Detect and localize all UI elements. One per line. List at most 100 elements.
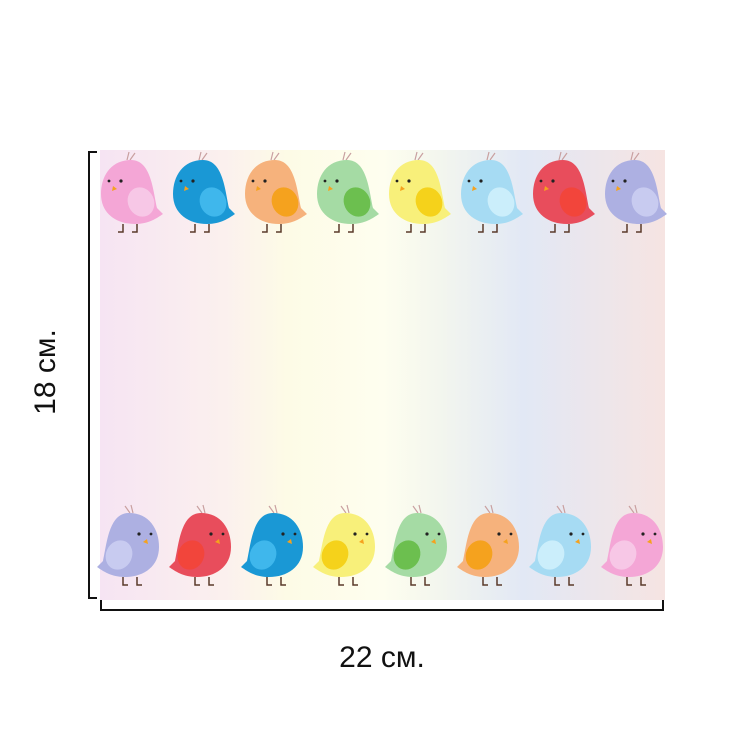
eye	[551, 179, 555, 183]
eye	[281, 532, 285, 536]
legs	[118, 224, 138, 233]
beak	[143, 539, 148, 544]
tuft	[484, 504, 494, 514]
tuft	[628, 504, 638, 514]
beak	[328, 186, 333, 191]
beak	[472, 186, 477, 191]
tuft	[556, 504, 566, 514]
eye	[209, 532, 213, 536]
tuft	[268, 504, 278, 514]
tuft	[414, 151, 424, 161]
legs	[122, 577, 142, 586]
beak	[287, 539, 292, 544]
legs	[406, 224, 426, 233]
eye	[137, 532, 141, 536]
tuft	[340, 504, 350, 514]
eye	[641, 532, 645, 536]
beak	[544, 186, 549, 191]
legs	[554, 577, 574, 586]
bird	[173, 151, 235, 233]
tuft	[270, 151, 280, 161]
wing	[609, 540, 637, 570]
beak	[400, 186, 405, 191]
wing	[105, 540, 133, 570]
bird	[97, 504, 159, 586]
eye	[623, 179, 627, 183]
tuft	[558, 151, 568, 161]
eye	[407, 179, 411, 183]
beak	[256, 186, 261, 191]
bird	[533, 151, 595, 233]
bird	[457, 504, 519, 586]
bird	[313, 504, 375, 586]
legs	[334, 224, 354, 233]
eye	[497, 532, 501, 536]
eye	[335, 179, 339, 183]
eye	[479, 179, 483, 183]
legs	[626, 577, 646, 586]
eye	[395, 179, 399, 183]
wing	[487, 187, 515, 217]
eye	[467, 179, 471, 183]
bird	[461, 151, 523, 233]
width-label: 22 см.	[339, 641, 425, 674]
eye	[365, 532, 369, 536]
wing	[415, 187, 443, 217]
wing	[393, 540, 421, 570]
bird	[317, 151, 379, 233]
height-bracket	[88, 151, 97, 599]
eye	[107, 179, 111, 183]
tuft	[198, 151, 208, 161]
bird	[385, 504, 447, 586]
beak	[647, 539, 652, 544]
tuft	[630, 151, 640, 161]
tuft	[342, 151, 352, 161]
beak	[184, 186, 189, 191]
width-bracket	[100, 600, 664, 611]
wing	[321, 540, 349, 570]
beak	[503, 539, 508, 544]
eye	[149, 532, 153, 536]
tuft	[486, 151, 496, 161]
eye	[539, 179, 543, 183]
bird	[389, 151, 451, 233]
eye	[263, 179, 267, 183]
bird-border	[97, 151, 667, 586]
legs	[190, 224, 210, 233]
eye	[221, 532, 225, 536]
eye	[191, 179, 195, 183]
wing	[631, 187, 659, 217]
eye	[119, 179, 123, 183]
bird	[101, 151, 163, 233]
tuft	[412, 504, 422, 514]
legs	[550, 224, 570, 233]
beak	[359, 539, 364, 544]
eye	[323, 179, 327, 183]
tuft	[124, 504, 134, 514]
eye	[581, 532, 585, 536]
eye	[653, 532, 657, 536]
legs	[410, 577, 430, 586]
eye	[251, 179, 255, 183]
wing	[127, 187, 155, 217]
wing	[537, 540, 565, 570]
bird	[241, 504, 303, 586]
wing	[199, 187, 227, 217]
beak	[616, 186, 621, 191]
eye	[353, 532, 357, 536]
wing	[249, 540, 277, 570]
beak	[575, 539, 580, 544]
legs	[622, 224, 642, 233]
beak	[112, 186, 117, 191]
tuft	[126, 151, 136, 161]
bird	[169, 504, 231, 586]
beak	[431, 539, 436, 544]
legs	[338, 577, 358, 586]
height-label: 18 см.	[29, 329, 62, 415]
wing	[271, 187, 299, 217]
eye	[611, 179, 615, 183]
legs	[262, 224, 282, 233]
eye	[509, 532, 513, 536]
tuft	[196, 504, 206, 514]
wing	[343, 187, 371, 217]
